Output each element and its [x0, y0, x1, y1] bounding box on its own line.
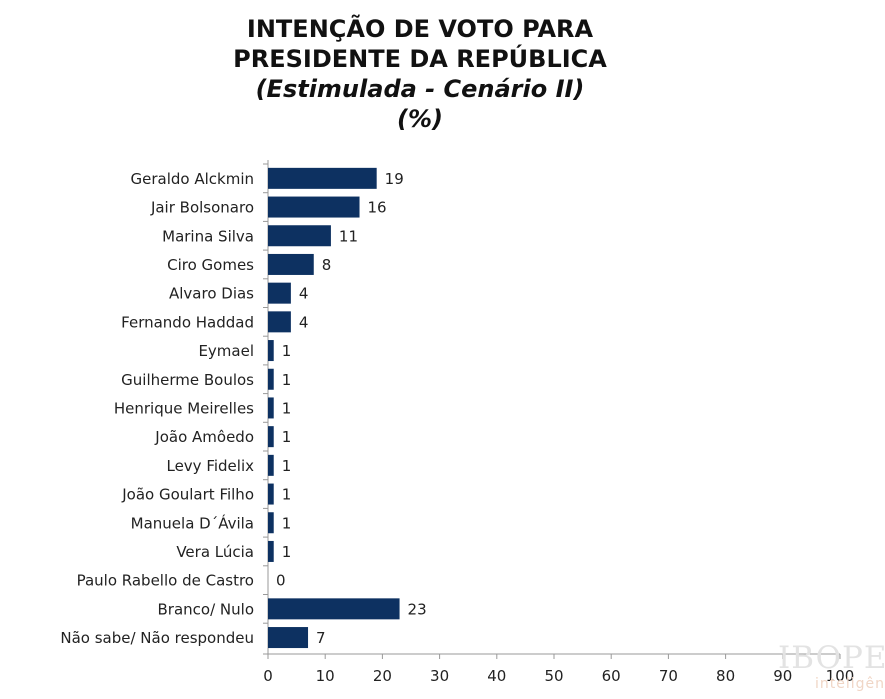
- bar-value-label: 16: [368, 199, 387, 217]
- bar-value-label: 1: [282, 399, 292, 417]
- chart-title-line-1: INTENÇÃO DE VOTO PARA: [246, 15, 594, 43]
- category-label: Branco/ Nulo: [158, 600, 254, 618]
- bar: [268, 368, 274, 390]
- bar: [268, 311, 291, 333]
- bar: [268, 598, 400, 620]
- bar: [268, 196, 360, 218]
- bar-value-label: 0: [276, 572, 286, 590]
- bar: [268, 426, 274, 448]
- x-tick-label: 70: [659, 667, 678, 685]
- category-label: Guilherme Boulos: [121, 371, 254, 389]
- category-label: Manuela D´Ávila: [131, 513, 254, 532]
- bar: [268, 483, 274, 505]
- category-label: Não sabe/ Não respondeu: [60, 629, 254, 647]
- bar: [268, 253, 314, 275]
- bar-value-label: 1: [282, 342, 292, 360]
- category-label: Ciro Gomes: [167, 256, 254, 274]
- category-label: Geraldo Alckmin: [131, 170, 255, 188]
- bar-value-label: 23: [408, 600, 427, 618]
- x-tick-label: 100: [826, 667, 855, 685]
- category-label: João Goulart Filho: [121, 486, 254, 504]
- bar-value-label: 4: [299, 313, 309, 331]
- bar: [268, 397, 274, 419]
- category-label: Henrique Meirelles: [114, 399, 254, 417]
- bar: [268, 282, 291, 304]
- x-tick-label: 80: [716, 667, 735, 685]
- category-label: Paulo Rabello de Castro: [77, 572, 254, 590]
- category-label: Marina Silva: [162, 227, 254, 245]
- chart-unit-label: (%): [397, 105, 443, 133]
- x-tick-label: 50: [544, 667, 563, 685]
- bar: [268, 627, 309, 649]
- bar-value-label: 1: [282, 371, 292, 389]
- logo-tagline: inteligên: [815, 676, 885, 692]
- x-tick-label: 20: [373, 667, 392, 685]
- bar: [268, 340, 274, 362]
- bar: [268, 167, 377, 189]
- chart-subtitle: (Estimulada - Cenário II): [255, 75, 585, 103]
- bar-value-label: 1: [282, 514, 292, 532]
- bar-value-label: 1: [282, 543, 292, 561]
- bar-value-label: 4: [299, 285, 309, 303]
- bar-value-label: 1: [282, 457, 292, 475]
- category-label: Fernando Haddad: [121, 313, 254, 331]
- x-tick-label: 0: [263, 667, 273, 685]
- category-label: João Amôedo: [154, 428, 254, 446]
- bar-value-label: 8: [322, 256, 332, 274]
- x-tick-label: 60: [602, 667, 621, 685]
- bar-value-label: 1: [282, 428, 292, 446]
- bar: [268, 225, 331, 247]
- bar: [268, 512, 274, 534]
- bar: [268, 454, 274, 476]
- x-tick-label: 90: [773, 667, 792, 685]
- category-label: Eymael: [198, 342, 254, 360]
- category-label: Levy Fidelix: [166, 457, 254, 475]
- bar: [268, 540, 274, 562]
- bar-value-label: 7: [316, 629, 326, 647]
- category-label: Vera Lúcia: [176, 543, 254, 561]
- chart-title-line-2: PRESIDENTE DA REPÚBLICA: [233, 45, 607, 73]
- x-tick-label: 40: [487, 667, 506, 685]
- ibope-logo: IBOPE inteligên: [778, 640, 885, 698]
- logo-wordmark: IBOPE: [778, 640, 885, 676]
- bar-value-label: 11: [339, 227, 358, 245]
- x-tick-label: 30: [430, 667, 449, 685]
- category-label: Alvaro Dias: [169, 285, 254, 303]
- category-label: Jair Bolsonaro: [150, 199, 254, 217]
- bar-value-label: 19: [385, 170, 404, 188]
- x-tick-label: 10: [316, 667, 335, 685]
- bar-value-label: 1: [282, 486, 292, 504]
